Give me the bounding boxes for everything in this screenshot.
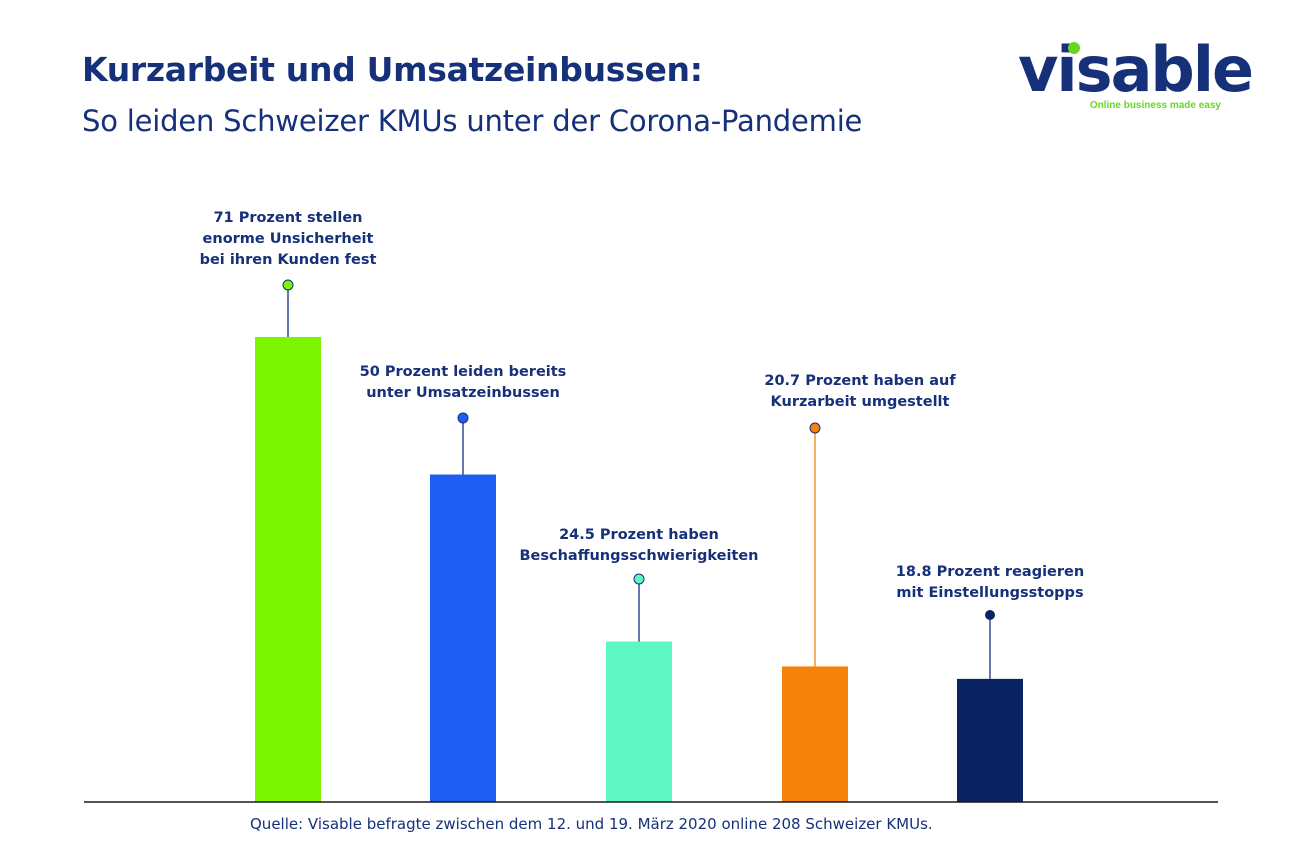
- logo-tagline: Online business made easy: [1089, 100, 1221, 111]
- bar-dot: [457, 412, 469, 424]
- data-label-line: 20.7 Prozent haben auf: [764, 373, 956, 389]
- logo-wordmark: visable: [1018, 33, 1254, 106]
- data-label-line: enorme Unsicherheit: [203, 231, 374, 247]
- data-label: 71 Prozent stellen enorme Unsicherheit bei…: [200, 210, 377, 268]
- visable-logo: visable Online business made easy: [1010, 34, 1254, 120]
- chart-subtitle: So leiden Schweizer KMUs unter der Coron…: [82, 104, 863, 138]
- bar: [255, 337, 321, 802]
- data-label-line: 50 Prozent leiden bereits: [360, 364, 567, 380]
- data-label: 50 Prozent leiden bereits unter Umsatzein…: [360, 364, 567, 401]
- data-label-line: Kurzarbeit umgestellt: [771, 394, 950, 410]
- bar: [606, 641, 672, 802]
- data-label-line: 18.8 Prozent reagieren: [896, 564, 1084, 580]
- data-label: 24.5 Prozent haben Beschaffungsschwierigk…: [519, 527, 758, 564]
- logo-dot: [1068, 42, 1080, 54]
- data-label: 20.7 Prozent haben auf Kurzarbeit umgeste…: [764, 373, 956, 410]
- chart-title: Kurzarbeit und Umsatzeinbussen:: [82, 50, 703, 89]
- bar: [782, 666, 848, 802]
- data-label: 18.8 Prozent reagieren mit Einstellungsst…: [896, 564, 1084, 601]
- data-label-line: bei ihren Kunden fest: [200, 252, 377, 268]
- bar-dot: [282, 279, 294, 291]
- data-label-line: 24.5 Prozent haben: [559, 527, 719, 543]
- bar-dot: [809, 422, 821, 434]
- data-label-line: 71 Prozent stellen: [213, 210, 362, 226]
- data-label-line: unter Umsatzeinbussen: [366, 385, 560, 401]
- bar-dot: [633, 573, 645, 585]
- source-note: Quelle: Visable befragte zwischen dem 12…: [250, 815, 933, 833]
- bar-dot: [985, 610, 995, 620]
- data-label-line: Beschaffungsschwierigkeiten: [519, 548, 758, 564]
- bar: [430, 474, 496, 802]
- bar: [957, 678, 1023, 802]
- data-label-line: mit Einstellungsstopps: [896, 585, 1083, 601]
